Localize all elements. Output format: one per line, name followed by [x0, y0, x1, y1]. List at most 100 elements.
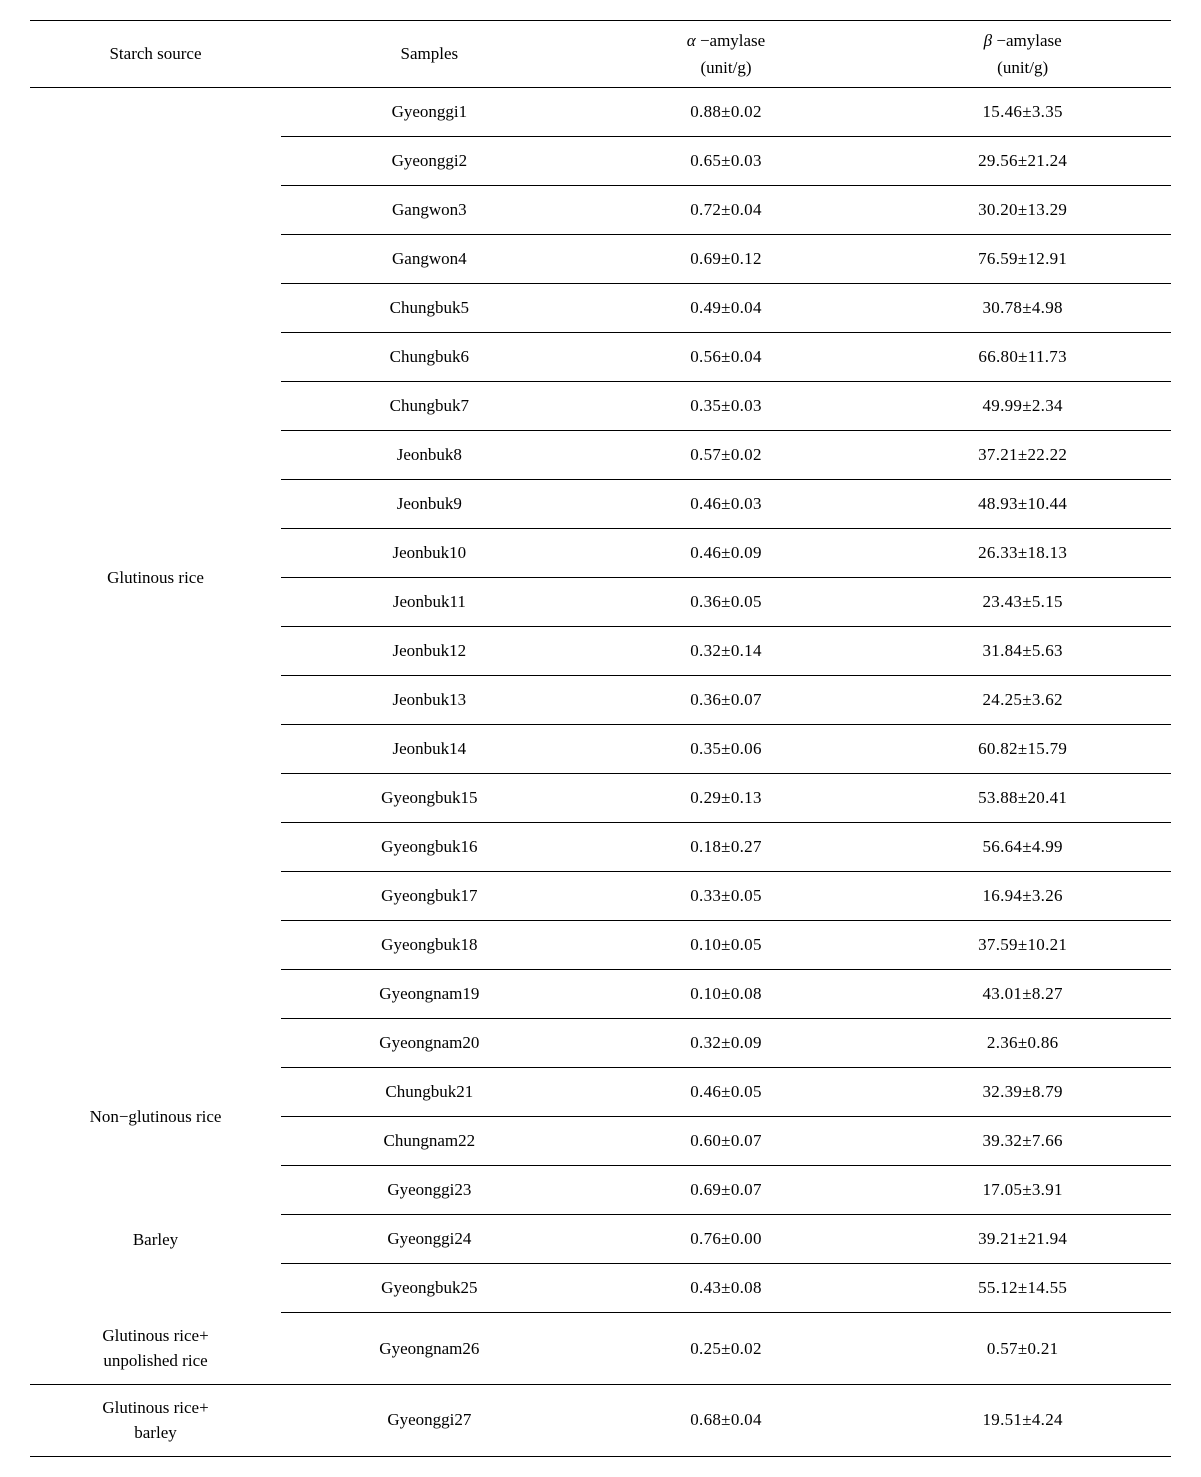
alpha-amylase-cell: 0.33±0.05 [578, 872, 875, 921]
sample-cell: Gangwon3 [281, 186, 578, 235]
alpha-amylase-cell: 0.10±0.05 [578, 921, 875, 970]
sample-cell: Jeonbuk10 [281, 529, 578, 578]
col-header-alpha-amylase: α −amylase (unit/g) [578, 21, 875, 88]
sample-cell: Gyeongbuk15 [281, 774, 578, 823]
beta-amylase-cell: 60.82±15.79 [874, 725, 1171, 774]
sample-cell: Gyeongnam20 [281, 1019, 578, 1068]
alpha-amylase-cell: 0.76±0.00 [578, 1215, 875, 1264]
sample-cell: Jeonbuk14 [281, 725, 578, 774]
alpha-amylase-cell: 0.36±0.07 [578, 676, 875, 725]
sample-cell: Jeonbuk8 [281, 431, 578, 480]
sample-cell: Gyeonggi24 [281, 1215, 578, 1264]
col-header-starch-source: Starch source [30, 21, 281, 88]
beta-amylase-cell: 48.93±10.44 [874, 480, 1171, 529]
alpha-amylase-cell: 0.35±0.03 [578, 382, 875, 431]
alpha-amylase-cell: 0.35±0.06 [578, 725, 875, 774]
beta-amylase-cell: 32.39±8.79 [874, 1068, 1171, 1117]
alpha-amylase-cell: 0.29±0.13 [578, 774, 875, 823]
alpha-amylase-cell: 0.57±0.02 [578, 431, 875, 480]
table-body: Glutinous riceGyeonggi10.88±0.0215.46±3.… [30, 88, 1171, 1457]
beta-amylase-cell: 2.36±0.86 [874, 1019, 1171, 1068]
alpha-amylase-cell: 0.72±0.04 [578, 186, 875, 235]
beta-amylase-cell: 31.84±5.63 [874, 627, 1171, 676]
table-header-row: Starch source Samples α −amylase (unit/g… [30, 21, 1171, 88]
sample-cell: Gyeongbuk16 [281, 823, 578, 872]
sample-cell: Gyeongnam19 [281, 970, 578, 1019]
beta-amylase-cell: 39.32±7.66 [874, 1117, 1171, 1166]
table-row: Non−glutinous riceChungbuk210.46±0.0532.… [30, 1068, 1171, 1117]
sample-cell: Chungbuk7 [281, 382, 578, 431]
sample-cell: Jeonbuk9 [281, 480, 578, 529]
beta-amylase-cell: 76.59±12.91 [874, 235, 1171, 284]
beta-amylase-cell: 53.88±20.41 [874, 774, 1171, 823]
sample-cell: Gyeongbuk18 [281, 921, 578, 970]
alpha-symbol: α [687, 31, 696, 50]
sample-cell: Gyeonggi23 [281, 1166, 578, 1215]
beta-amylase-cell: 55.12±14.55 [874, 1264, 1171, 1313]
alpha-amylase-cell: 0.49±0.04 [578, 284, 875, 333]
beta-amylase-cell: 17.05±3.91 [874, 1166, 1171, 1215]
alpha-amylase-cell: 0.46±0.09 [578, 529, 875, 578]
alpha-amylase-cell: 0.32±0.14 [578, 627, 875, 676]
sample-cell: Gyeonggi1 [281, 88, 578, 137]
alpha-amylase-cell: 0.32±0.09 [578, 1019, 875, 1068]
beta-amylase-cell: 30.78±4.98 [874, 284, 1171, 333]
sample-cell: Gyeongbuk17 [281, 872, 578, 921]
table-row: Glutinous rice+unpolished riceGyeongnam2… [30, 1313, 1171, 1385]
alpha-unit: (unit/g) [578, 54, 875, 81]
beta-amylase-cell: 66.80±11.73 [874, 333, 1171, 382]
alpha-amylase-cell: 0.46±0.05 [578, 1068, 875, 1117]
beta-amylase-cell: 24.25±3.62 [874, 676, 1171, 725]
sample-cell: Gyeonggi2 [281, 137, 578, 186]
beta-amylase-cell: 39.21±21.94 [874, 1215, 1171, 1264]
alpha-label-rest: −amylase [696, 31, 766, 50]
sample-cell: Gyeonggi27 [281, 1384, 578, 1456]
beta-amylase-cell: 15.46±3.35 [874, 88, 1171, 137]
sample-cell: Chungbuk6 [281, 333, 578, 382]
beta-label-rest: −amylase [992, 31, 1062, 50]
beta-amylase-cell: 16.94±3.26 [874, 872, 1171, 921]
alpha-amylase-cell: 0.68±0.04 [578, 1384, 875, 1456]
beta-amylase-cell: 23.43±5.15 [874, 578, 1171, 627]
beta-amylase-cell: 37.21±22.22 [874, 431, 1171, 480]
beta-amylase-cell: 43.01±8.27 [874, 970, 1171, 1019]
sample-cell: Jeonbuk11 [281, 578, 578, 627]
starch-source-cell: Barley [30, 1166, 281, 1313]
table-row: Glutinous rice+barleyGyeonggi270.68±0.04… [30, 1384, 1171, 1456]
alpha-amylase-cell: 0.69±0.07 [578, 1166, 875, 1215]
starch-source-cell: Glutinous rice+unpolished rice [30, 1313, 281, 1385]
beta-amylase-cell: 29.56±21.24 [874, 137, 1171, 186]
sample-cell: Chungnam22 [281, 1117, 578, 1166]
sample-cell: Jeonbuk13 [281, 676, 578, 725]
starch-source-cell: Non−glutinous rice [30, 1068, 281, 1166]
amylase-table: Starch source Samples α −amylase (unit/g… [30, 20, 1171, 1457]
beta-amylase-cell: 0.57±0.21 [874, 1313, 1171, 1385]
sample-cell: Gyeongnam26 [281, 1313, 578, 1385]
beta-amylase-cell: 26.33±18.13 [874, 529, 1171, 578]
sample-cell: Gyeongbuk25 [281, 1264, 578, 1313]
starch-source-cell: Glutinous rice [30, 88, 281, 1068]
beta-amylase-cell: 19.51±4.24 [874, 1384, 1171, 1456]
sample-cell: Jeonbuk12 [281, 627, 578, 676]
starch-source-cell: Glutinous rice+barley [30, 1384, 281, 1456]
sample-cell: Chungbuk21 [281, 1068, 578, 1117]
table-row: BarleyGyeonggi230.69±0.0717.05±3.91 [30, 1166, 1171, 1215]
beta-amylase-cell: 37.59±10.21 [874, 921, 1171, 970]
beta-unit: (unit/g) [874, 54, 1171, 81]
beta-symbol: β [984, 31, 992, 50]
alpha-amylase-cell: 0.88±0.02 [578, 88, 875, 137]
table-row: Glutinous riceGyeonggi10.88±0.0215.46±3.… [30, 88, 1171, 137]
alpha-amylase-cell: 0.43±0.08 [578, 1264, 875, 1313]
beta-amylase-cell: 30.20±13.29 [874, 186, 1171, 235]
alpha-amylase-cell: 0.10±0.08 [578, 970, 875, 1019]
alpha-amylase-cell: 0.25±0.02 [578, 1313, 875, 1385]
col-header-beta-amylase: β −amylase (unit/g) [874, 21, 1171, 88]
alpha-amylase-cell: 0.56±0.04 [578, 333, 875, 382]
alpha-amylase-cell: 0.60±0.07 [578, 1117, 875, 1166]
alpha-amylase-cell: 0.18±0.27 [578, 823, 875, 872]
beta-amylase-cell: 49.99±2.34 [874, 382, 1171, 431]
sample-cell: Gangwon4 [281, 235, 578, 284]
beta-amylase-cell: 56.64±4.99 [874, 823, 1171, 872]
alpha-amylase-cell: 0.46±0.03 [578, 480, 875, 529]
sample-cell: Chungbuk5 [281, 284, 578, 333]
